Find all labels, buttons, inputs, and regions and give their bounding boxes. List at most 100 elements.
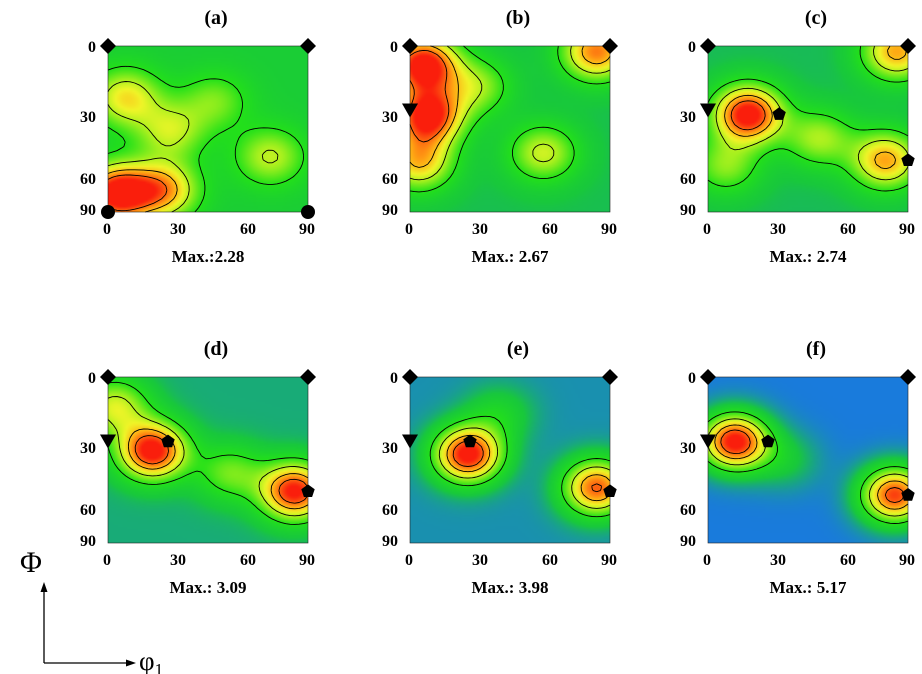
odf-panel: (b) 0 30 60 90 0 30 60 90 Max.: 2.67 (382, 7, 618, 266)
x-tick-label: 0 (703, 221, 711, 238)
x-tick-label: 60 (240, 221, 256, 238)
contour-line (409, 45, 611, 193)
diamond-marker (300, 369, 316, 385)
y-tick-label: 30 (80, 440, 96, 457)
odf-panel: (f) 0 30 60 90 0 30 60 90 Max.: 5.17 (680, 338, 916, 597)
pentagon-marker (603, 484, 617, 497)
plot-frame (107, 45, 309, 213)
x-tick-label: 30 (472, 552, 488, 569)
triangle-marker (700, 434, 716, 449)
y-tick-label: 0 (390, 370, 398, 387)
pentagon-marker (901, 153, 915, 166)
pentagon-marker (901, 488, 915, 501)
y-tick-label: 60 (680, 502, 696, 519)
diamond-marker (700, 38, 716, 54)
max-value-label: Max.:2.28 (172, 247, 245, 266)
panel-title: (e) (507, 338, 529, 360)
x-tick-label: 60 (542, 221, 558, 238)
legend-horizontal-arrowhead (126, 659, 136, 667)
diamond-marker (602, 369, 618, 385)
contour-line (714, 424, 909, 510)
contour-line (438, 427, 611, 509)
x-tick-label: 30 (770, 221, 786, 238)
x-tick-label: 0 (405, 552, 413, 569)
x-tick-label: 30 (472, 221, 488, 238)
odf-panel: (a) 0 30 60 90 0 30 60 90 Max.:2.28 (80, 7, 316, 266)
plot-frame (107, 376, 309, 544)
contour-line (730, 100, 766, 131)
y-tick-label: 30 (680, 440, 696, 457)
max-value-label: Max.: 5.17 (770, 578, 847, 597)
x-tick-label: 60 (542, 552, 558, 569)
pentagon-marker (463, 434, 477, 448)
x-tick-label: 30 (170, 552, 186, 569)
diamond-marker (100, 369, 116, 385)
contour-line (107, 81, 279, 213)
x-tick-label: 0 (103, 552, 111, 569)
y-tick-label: 30 (382, 440, 398, 457)
heatmap-image (410, 46, 610, 212)
y-tick-label: 30 (80, 109, 96, 126)
circle-marker (301, 205, 315, 219)
diamond-marker (402, 369, 418, 385)
diamond-marker (602, 38, 618, 54)
plot-frame (409, 376, 611, 544)
x-tick-label: 90 (601, 552, 617, 569)
y-tick-label: 90 (382, 202, 398, 219)
y-tick-label: 0 (390, 39, 398, 56)
x-tick-label: 90 (899, 221, 915, 238)
panel-title: (c) (805, 7, 827, 29)
panel-title: (d) (204, 338, 228, 360)
max-value-label: Max.: 2.74 (770, 247, 847, 266)
legend-horizontal-label: φ1 (139, 646, 163, 674)
pentagon-marker (761, 434, 775, 448)
plot-frame (409, 45, 611, 213)
panels-layer: (a) 0 30 60 90 0 30 60 90 Max.:2.28 (b) 0 30 60 90 0 30 6… (80, 7, 916, 597)
x-tick-label: 90 (601, 221, 617, 238)
x-tick-label: 90 (299, 221, 315, 238)
contour-line (715, 45, 909, 181)
diamond-marker (900, 38, 916, 54)
y-tick-label: 60 (80, 502, 96, 519)
contour-line (107, 169, 178, 213)
diamond-marker (402, 38, 418, 54)
diamond-marker (700, 369, 716, 385)
x-tick-label: 60 (240, 552, 256, 569)
legend-horizontal-subscript: 1 (155, 660, 164, 674)
heatmap-image (708, 377, 908, 543)
contour-line (707, 411, 909, 524)
triangle-marker (402, 103, 418, 118)
panel-title: (f) (806, 338, 826, 360)
triangle-marker (402, 434, 418, 449)
legend-horizontal-symbol: φ (139, 646, 155, 674)
x-tick-label: 90 (899, 552, 915, 569)
plot-frame (707, 376, 909, 544)
triangle-marker (100, 434, 116, 449)
odf-panel: (c) 0 30 60 90 0 30 60 90 Max.: 2.74 (680, 7, 916, 266)
circle-marker (101, 205, 115, 219)
x-tick-label: 0 (405, 221, 413, 238)
max-value-label: Max.: 2.67 (472, 247, 549, 266)
legend-vertical-arrowhead (40, 582, 48, 592)
y-tick-label: 90 (80, 202, 96, 219)
x-tick-label: 30 (770, 552, 786, 569)
y-tick-label: 0 (688, 370, 696, 387)
y-tick-label: 90 (680, 202, 696, 219)
max-value-label: Max.: 3.98 (472, 578, 549, 597)
diamond-marker (100, 38, 116, 54)
heatmap-image (410, 377, 610, 543)
x-tick-label: 30 (170, 221, 186, 238)
contour-line (107, 65, 304, 213)
max-value-label: Max.: 3.09 (170, 578, 247, 597)
pentagon-marker (301, 484, 315, 497)
x-tick-label: 60 (840, 221, 856, 238)
panel-title: (a) (204, 7, 227, 29)
contour-line (724, 45, 907, 170)
heatmap-image (108, 377, 308, 543)
y-tick-label: 30 (680, 109, 696, 126)
contour-line (107, 396, 309, 517)
plot-frame (707, 45, 909, 213)
y-tick-label: 0 (688, 39, 696, 56)
triangle-marker (700, 103, 716, 118)
